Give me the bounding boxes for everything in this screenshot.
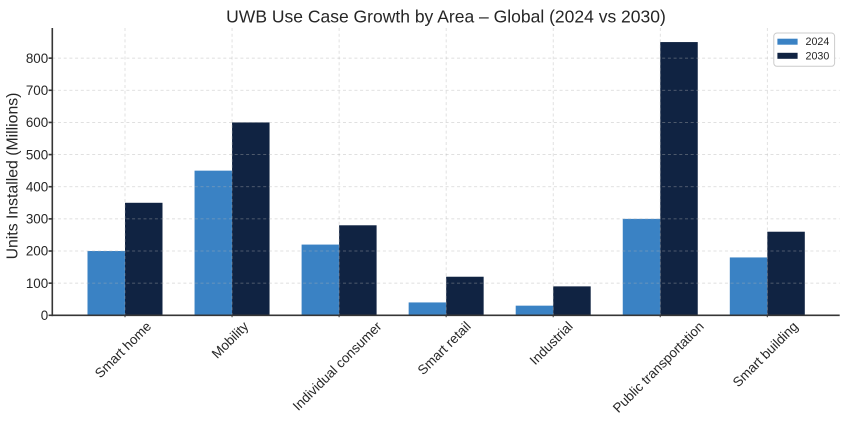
svg-text:Smart building: Smart building <box>730 319 801 390</box>
svg-text:800: 800 <box>26 51 48 66</box>
svg-text:300: 300 <box>26 212 48 227</box>
svg-text:100: 100 <box>26 276 48 291</box>
svg-text:400: 400 <box>26 179 48 194</box>
svg-text:UWB Use Case Growth by Area –: UWB Use Case Growth by Area – Global (20… <box>226 6 666 26</box>
svg-text:Mobility: Mobility <box>209 319 252 362</box>
svg-text:Industrial: Industrial <box>527 319 576 368</box>
svg-text:500: 500 <box>26 147 48 162</box>
svg-text:Units Installed (Millions): Units Installed (Millions) <box>5 93 22 260</box>
svg-text:0: 0 <box>41 308 48 323</box>
svg-text:2030: 2030 <box>806 50 830 62</box>
svg-text:Public transportation: Public transportation <box>610 319 707 416</box>
svg-text:Smart retail: Smart retail <box>415 319 474 378</box>
svg-text:Individual consumer: Individual consumer <box>290 318 385 413</box>
svg-text:200: 200 <box>26 244 48 259</box>
svg-text:700: 700 <box>26 83 48 98</box>
svg-text:600: 600 <box>26 115 48 130</box>
svg-text:2024: 2024 <box>806 36 830 48</box>
svg-text:Smart home: Smart home <box>92 319 154 381</box>
